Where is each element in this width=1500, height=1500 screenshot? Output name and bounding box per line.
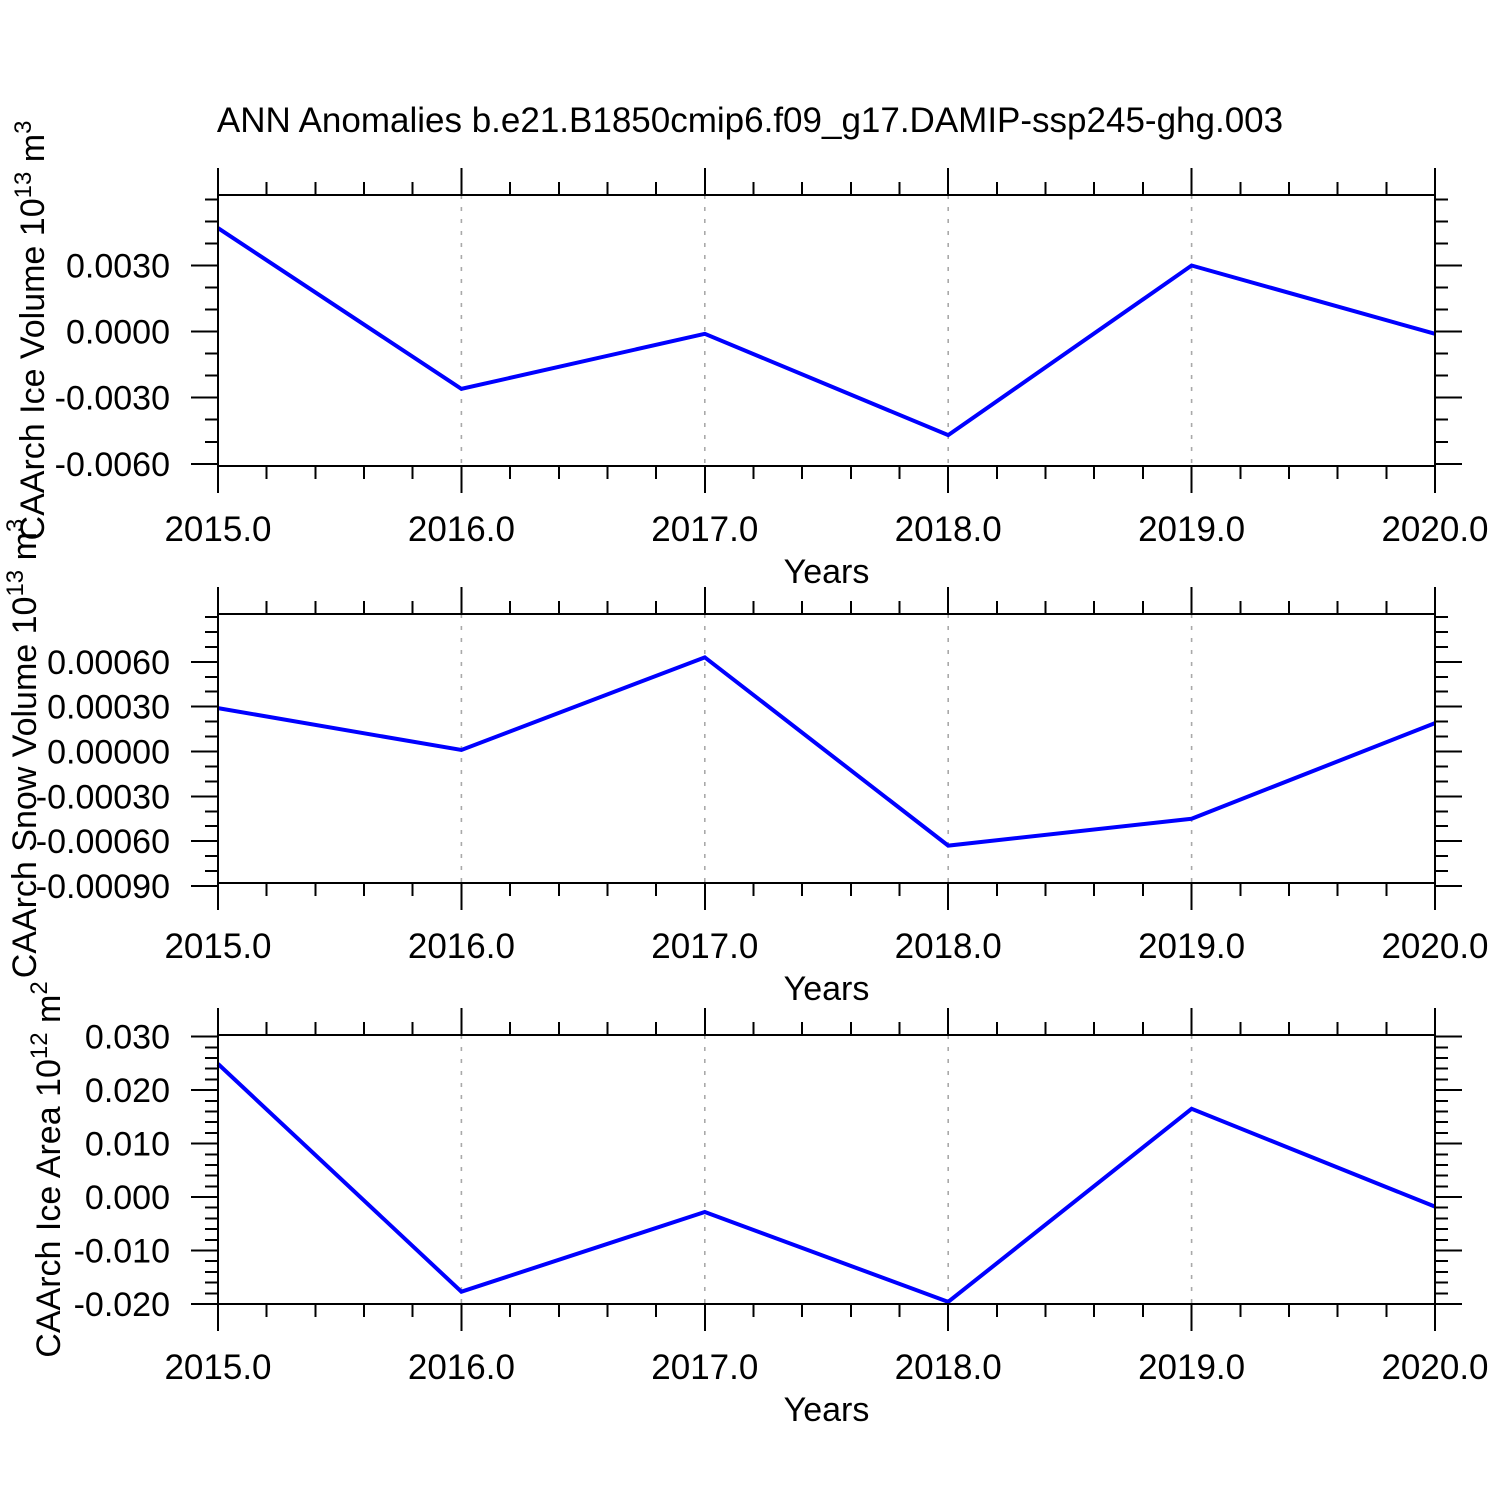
y-tick-label: 0.00000 xyxy=(47,733,170,771)
plot-caarch-ice-volume: 2015.0 2016.0 2017.0 2018.0 2019.0 2020.0 0.00… xyxy=(10,121,1489,591)
y-axis-title: CAArch Ice Volume 1013 m3 xyxy=(10,121,52,541)
x-tick-label: 2017.0 xyxy=(651,510,758,549)
x-axis-title: Years xyxy=(784,553,870,591)
chart-title: ANN Anomalies b.e21.B1850cmip6.f09_g17.D… xyxy=(216,101,1284,140)
x-tick-label: 2020.0 xyxy=(1381,927,1488,966)
y-tick-label: 0.010 xyxy=(85,1126,170,1164)
x-tick-label: 2017.0 xyxy=(651,1348,758,1387)
x-tick-label: 2018.0 xyxy=(895,510,1002,549)
plot-caarch-snow-volume: 2015.0 2016.0 2017.0 2018.0 2019.0 2020.0 0.00… xyxy=(2,519,1489,1008)
data-line xyxy=(216,1062,1436,1305)
y-tick-label: -0.010 xyxy=(74,1233,170,1271)
data-line xyxy=(217,655,1436,848)
y-tick-label: 0.00030 xyxy=(47,689,170,727)
x-tick-label: 2015.0 xyxy=(164,927,271,966)
y-tick-label: 0.030 xyxy=(85,1019,170,1057)
y-tick-label: -0.020 xyxy=(74,1286,170,1324)
x-axis-title: Years xyxy=(784,1391,870,1429)
x-axis-title: Years xyxy=(784,970,870,1008)
y-tick-label: 0.0030 xyxy=(66,248,170,286)
x-tick-label: 2015.0 xyxy=(164,510,271,549)
x-tick-label: 2018.0 xyxy=(895,927,1002,966)
y-tick-label: -0.00090 xyxy=(36,868,170,906)
plot-frame xyxy=(217,613,1436,884)
x-tick-label: 2015.0 xyxy=(164,1348,271,1387)
plot-frame xyxy=(217,1034,1436,1305)
x-tick-label: 2019.0 xyxy=(1138,510,1245,549)
plot-frame xyxy=(217,194,1436,467)
x-tick-label: 2016.0 xyxy=(408,1348,515,1387)
y-axis-title: CAArch Ice Area 1012 m2 xyxy=(26,981,68,1357)
x-tick-label: 2018.0 xyxy=(895,1348,1002,1387)
y-tick-label: 0.000 xyxy=(85,1179,170,1217)
y-tick-label: -0.00060 xyxy=(36,823,170,861)
data-line xyxy=(216,226,1436,438)
x-tick-label: 2017.0 xyxy=(651,927,758,966)
y-tick-label: 0.00060 xyxy=(47,644,170,682)
x-tick-label: 2020.0 xyxy=(1381,1348,1488,1387)
y-axis-title: CAArch Snow Volume 1013 m3 xyxy=(2,519,44,979)
x-tick-label: 2019.0 xyxy=(1138,1348,1245,1387)
y-tick-label: -0.0060 xyxy=(55,446,170,484)
plot-caarch-ice-area: 2015.0 2016.0 2017.0 2018.0 2019.0 2020.0 0.03… xyxy=(26,981,1489,1429)
y-tick-label: 0.020 xyxy=(85,1072,170,1110)
x-tick-label: 2019.0 xyxy=(1138,927,1245,966)
x-tick-label: 2016.0 xyxy=(408,510,515,549)
y-tick-label: -0.00030 xyxy=(36,778,170,816)
y-tick-label: -0.0030 xyxy=(55,380,170,418)
x-tick-label: 2020.0 xyxy=(1381,510,1488,549)
y-tick-label: 0.0000 xyxy=(66,314,170,352)
x-tick-label: 2016.0 xyxy=(408,927,515,966)
